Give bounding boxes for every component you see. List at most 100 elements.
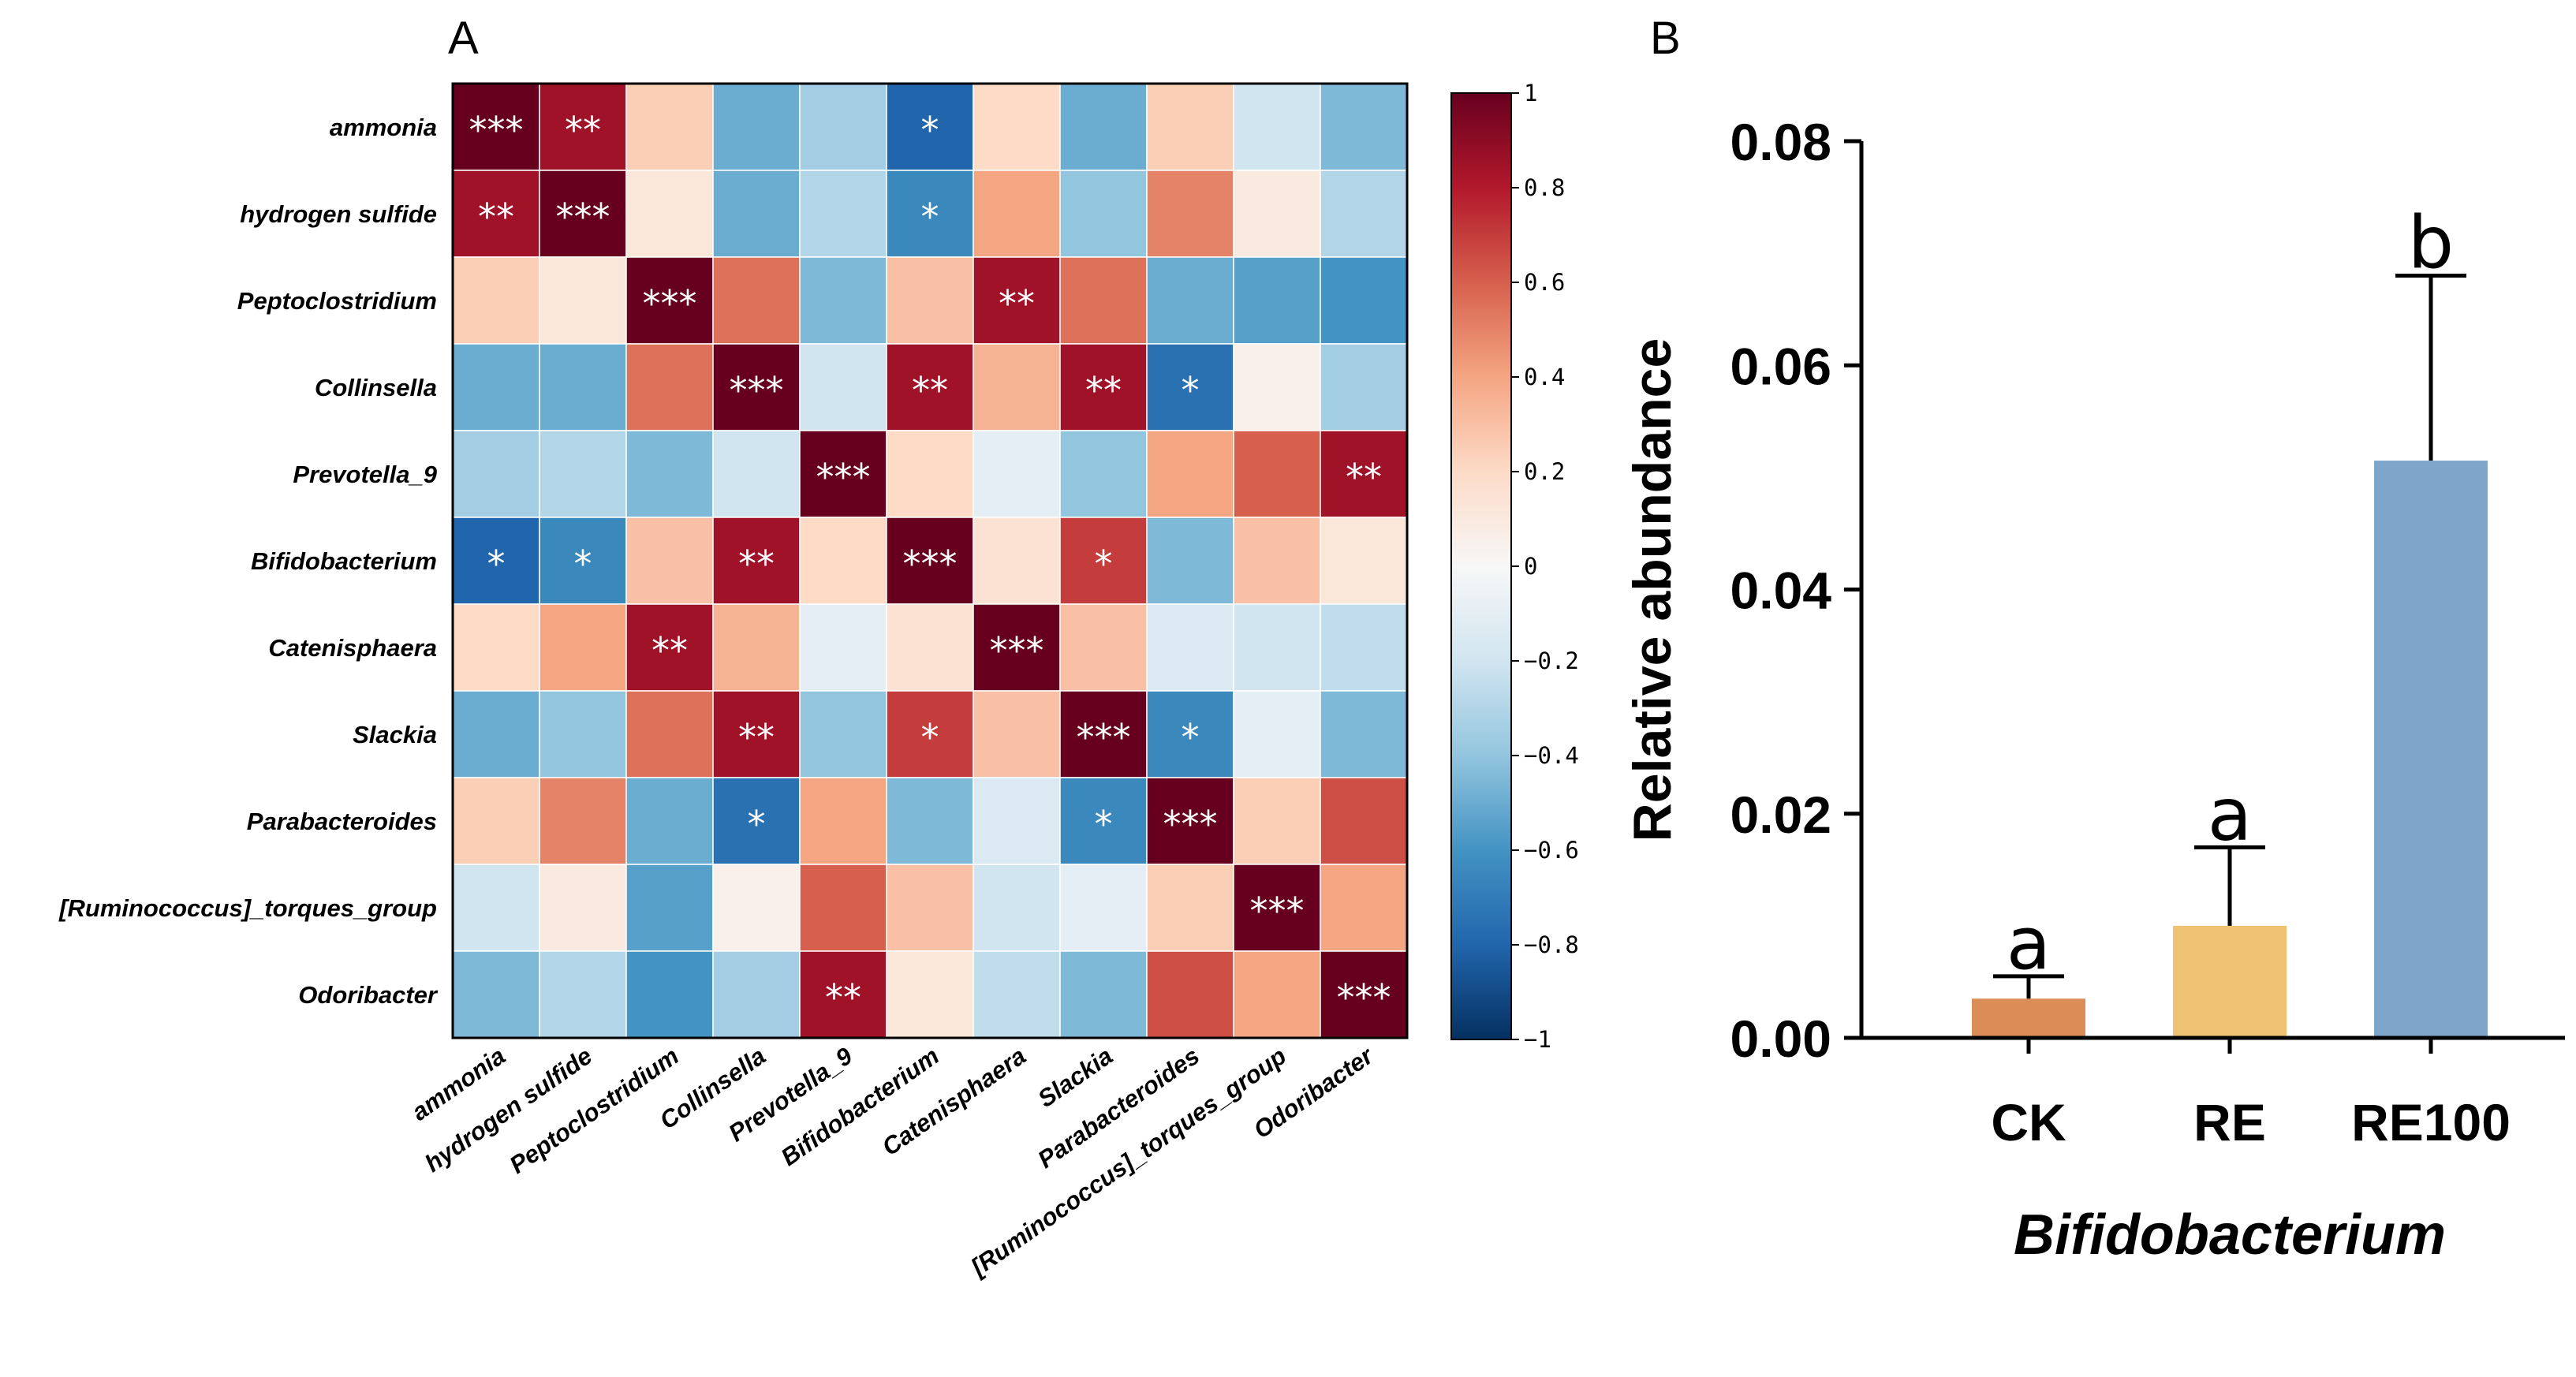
heatmap-cell (799, 517, 887, 605)
heatmap-cell (452, 170, 540, 258)
heatmap-row-labels: ammonia hydrogen sulfide Peptoclostridium C… (58, 114, 439, 1009)
bar-re (2173, 925, 2287, 1038)
heatmap-cell (1320, 83, 1408, 171)
y-tick-label: 0.06 (1730, 337, 1831, 395)
heatmap-cell (539, 777, 627, 865)
row-label-collinsella: Collinsella (315, 374, 437, 401)
heatmap-cell (799, 864, 887, 952)
heatmap-cell (1320, 343, 1408, 431)
significance-marker: ** (912, 369, 948, 412)
y-tick-label: 0.00 (1730, 1009, 1831, 1068)
heatmap-cell (1146, 170, 1234, 258)
heatmap-cell (799, 343, 887, 431)
bar-chart-bars: a a b (1972, 201, 2488, 1038)
heatmap-cell (1146, 343, 1234, 431)
significance-marker: ** (738, 543, 775, 585)
heatmap-cell (973, 864, 1061, 952)
significance-marker: * (921, 109, 939, 151)
heatmap-cell (625, 690, 714, 778)
panel-label-b: B (1650, 13, 1681, 64)
heatmap-cell (539, 83, 627, 171)
heatmap-cell (1146, 603, 1234, 692)
heatmap-cell (886, 343, 974, 431)
colorbar-tick-label: −0.4 (1524, 742, 1579, 769)
heatmap-cell (1233, 690, 1321, 778)
bar-chart: a a b CK RE RE100 0.00 0.02 0.04 0.06 0.08 Relati… (1622, 113, 2565, 1267)
heatmap-cell (1233, 950, 1321, 1039)
colorbar-tick-label: 0.8 (1524, 174, 1565, 201)
heatmap-cell (799, 256, 887, 345)
heatmap-cell (973, 343, 1061, 431)
colorbar-tick-label: 1 (1524, 80, 1537, 106)
row-label-hydrogen-sulfide: hydrogen sulfide (240, 200, 437, 228)
colorbar-tick-label: 0.6 (1524, 269, 1565, 296)
heatmap-cell (1059, 517, 1148, 605)
heatmap-cell (452, 83, 540, 171)
heatmap-cell (1233, 343, 1321, 431)
row-label-slackia: Slackia (353, 721, 437, 748)
significance-marker: * (1182, 369, 1200, 412)
heatmap-cell (712, 690, 801, 778)
significance-marker: *** (556, 196, 610, 238)
significance-marker: ** (1085, 369, 1122, 412)
heatmap-cell (1146, 256, 1234, 345)
heatmap-cell (539, 256, 627, 345)
heatmap-cell (1059, 170, 1148, 258)
heatmap-cell (625, 170, 714, 258)
significance-marker: ** (651, 629, 688, 672)
colorbar-tick-label: 0.4 (1524, 364, 1565, 390)
heatmap-cell (1146, 517, 1234, 605)
significance-marker: * (921, 196, 939, 238)
panel-label-a: A (448, 13, 479, 64)
significance-marker: *** (1337, 976, 1391, 1019)
heatmap-cell (886, 603, 974, 692)
row-label-bifidobacterium: Bifidobacterium (251, 547, 437, 575)
heatmap-cell (973, 170, 1061, 258)
heatmap-cell (799, 777, 887, 865)
heatmap-cell (973, 603, 1061, 692)
heatmap-cell (452, 256, 540, 345)
heatmap-cell (625, 777, 714, 865)
colorbar-tick-label: 0 (1524, 553, 1537, 580)
significance-marker: ** (478, 196, 514, 238)
colorbar-tick-label: −0.2 (1524, 647, 1579, 674)
heatmap-cell (625, 603, 714, 692)
y-tick-label: 0.08 (1730, 113, 1831, 171)
significance-marker: * (1095, 543, 1113, 585)
heatmap-cell (1233, 603, 1321, 692)
heatmap-cell (799, 430, 887, 518)
heatmap-cell (1320, 950, 1408, 1039)
heatmap-cell (1146, 777, 1234, 865)
significance-marker: *** (1077, 716, 1131, 759)
significance-marker: * (921, 716, 939, 759)
heatmap-cell (973, 430, 1061, 518)
heatmap-cell (886, 170, 974, 258)
bar-chart-axes: CK RE RE100 0.00 0.02 0.04 0.06 0.08 (1730, 113, 2565, 1151)
heatmap-cell (712, 603, 801, 692)
heatmap-cell (539, 690, 627, 778)
heatmap-cell (1233, 777, 1321, 865)
heatmap-frame (451, 82, 1409, 1039)
significance-letter-ck: a (2007, 901, 2051, 986)
heatmap-cell (712, 950, 801, 1039)
heatmap-cell (799, 603, 887, 692)
heatmap-cell (1233, 83, 1321, 171)
significance-marker: *** (903, 543, 958, 585)
heatmap-cell (973, 83, 1061, 171)
heatmap-cell (1059, 777, 1148, 865)
heatmap-cell (1059, 430, 1148, 518)
heatmap-cell (539, 517, 627, 605)
heatmap-cell (1059, 83, 1148, 171)
heatmap-cell (1320, 603, 1408, 692)
colorbar-tick-label: −1 (1524, 1026, 1551, 1053)
significance-marker: * (574, 543, 592, 585)
heatmap-cell (712, 864, 801, 952)
significance-marker: *** (730, 369, 784, 412)
heatmap-cell (452, 950, 540, 1039)
row-label-prevotella-9: Prevotella_9 (293, 461, 437, 488)
colorbar-bar (1450, 92, 1512, 1040)
heatmap-cell (1146, 950, 1234, 1039)
heatmap-cell (539, 864, 627, 952)
